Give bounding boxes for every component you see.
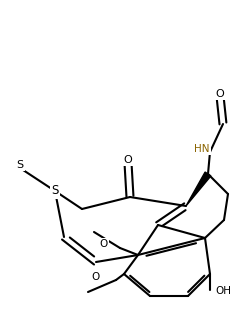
Text: S: S (51, 184, 59, 198)
Text: O: O (124, 155, 132, 165)
Text: OH: OH (215, 286, 231, 296)
Text: HN: HN (195, 144, 210, 154)
Polygon shape (186, 172, 211, 206)
Text: O: O (100, 239, 108, 249)
Text: O: O (216, 89, 224, 99)
Text: S: S (16, 160, 23, 170)
Text: O: O (92, 272, 100, 282)
